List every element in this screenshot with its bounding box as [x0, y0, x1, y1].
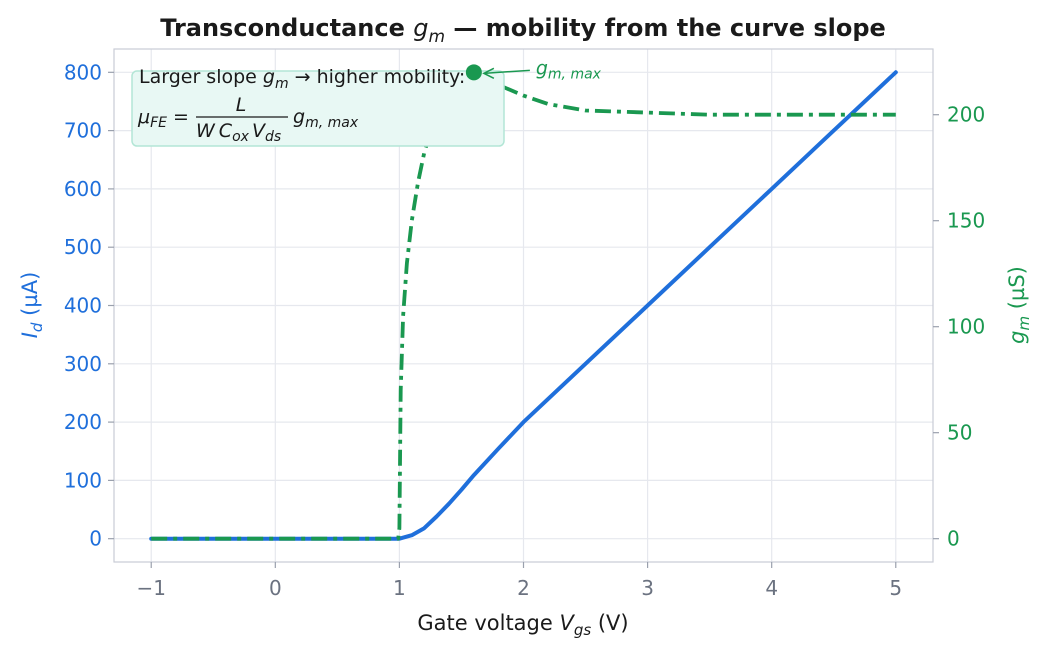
- left-axis-label-symbol: I: [18, 332, 42, 338]
- x-tick-label-1: 0: [269, 576, 282, 600]
- left-axis-label-subscript: d: [28, 322, 46, 332]
- left-tick-label-3: 300: [64, 352, 102, 376]
- left-axis-ticks: 0 100 200 300 400 500 600 700 800: [64, 60, 114, 551]
- peak-arrowhead: [482, 67, 495, 79]
- x-tick-label-0: −1: [136, 576, 165, 600]
- peak-label-subscript: m, max: [548, 66, 602, 82]
- formula-equals: =: [167, 106, 189, 128]
- right-axis-label-symbol: g: [1005, 331, 1029, 344]
- left-tick-label-4: 400: [64, 294, 102, 318]
- left-axis-label-suffix: (µA): [18, 272, 42, 323]
- chart-title-suffix: — mobility from the curve slope: [445, 14, 886, 42]
- right-tick-label-3: 150: [947, 209, 985, 233]
- x-axis-label-symbol: V: [559, 611, 575, 635]
- right-tick-label-0: 0: [947, 527, 960, 551]
- formula-den-w: W: [196, 120, 216, 142]
- formula-denominator: W Cox Vds: [196, 120, 281, 145]
- right-axis-label-subscript: m: [1015, 316, 1033, 331]
- x-axis-label-subscript: gs: [574, 621, 592, 639]
- chart-title-subscript: m: [428, 27, 445, 47]
- right-tick-label-1: 50: [947, 421, 972, 445]
- x-tick-label-2: 1: [393, 576, 406, 600]
- left-tick-label-2: 200: [64, 410, 102, 434]
- formula-rhs-symbol: g: [293, 106, 305, 128]
- formula-lhs-subscript: FE: [150, 115, 167, 131]
- right-axis-ticks: 0 50 100 150 200: [933, 103, 985, 551]
- formula-rhs: gm, max: [293, 106, 359, 131]
- left-tick-label-7: 700: [64, 119, 102, 143]
- left-tick-label-5: 500: [64, 235, 102, 259]
- formula-rhs-subscript: m, max: [305, 115, 359, 131]
- x-tick-label-3: 2: [517, 576, 530, 600]
- annotation-line1: Larger slope gm → higher mobility:: [139, 66, 465, 92]
- chart-title-prefix: Transconductance: [160, 14, 413, 42]
- series-line-0: [149, 70, 898, 541]
- peak-marker: [465, 64, 482, 81]
- chart-title-symbol: g: [413, 14, 428, 42]
- peak-arrow: [483, 69, 530, 75]
- peak-label: gm, max: [536, 57, 602, 82]
- peak-label-symbol: g: [536, 57, 548, 79]
- left-tick-label-6: 600: [64, 177, 102, 201]
- chart-title: Transconductance gm — mobility from the …: [160, 14, 886, 47]
- x-tick-label-5: 4: [765, 576, 778, 600]
- left-tick-label-8: 800: [64, 60, 102, 84]
- formula-den-c-sub: ox: [232, 129, 250, 145]
- left-axis-label: Id (µA): [18, 272, 46, 339]
- formula-den-v-sub: ds: [265, 129, 281, 145]
- formula-lhs-symbol: μ: [137, 106, 150, 128]
- annotation-background: [131, 70, 505, 147]
- formula-den-c: C: [219, 120, 233, 142]
- x-axis-label-prefix: Gate voltage: [417, 611, 559, 635]
- right-axis-label-suffix: (µS): [1005, 266, 1029, 316]
- left-tick-label-0: 0: [89, 527, 102, 551]
- x-axis-label-suffix: (V): [591, 611, 628, 635]
- right-tick-label-2: 100: [947, 315, 985, 339]
- annotation-line1-symbol: g: [263, 66, 275, 88]
- right-tick-label-4: 200: [947, 103, 985, 127]
- formula-numerator: L: [236, 94, 247, 116]
- formula-lhs: μFE =: [137, 106, 189, 131]
- x-tick-label-6: 5: [889, 576, 902, 600]
- x-tick-label-4: 3: [641, 576, 654, 600]
- formula-den-v: V: [252, 120, 267, 142]
- annotation-box: Larger slope gm → higher mobility: μFE =…: [131, 66, 505, 147]
- annotation-line1-suffix: → higher mobility:: [289, 66, 466, 88]
- annotation-line1-subscript: m: [275, 76, 289, 92]
- x-axis-label: Gate voltage Vgs (V): [417, 611, 628, 639]
- annotation-line1-prefix: Larger slope: [139, 66, 263, 88]
- right-axis-label: gm (µS): [1005, 266, 1033, 344]
- left-tick-label-1: 100: [64, 468, 102, 492]
- x-axis-ticks: −1 0 1 2 3 4 5: [136, 562, 902, 600]
